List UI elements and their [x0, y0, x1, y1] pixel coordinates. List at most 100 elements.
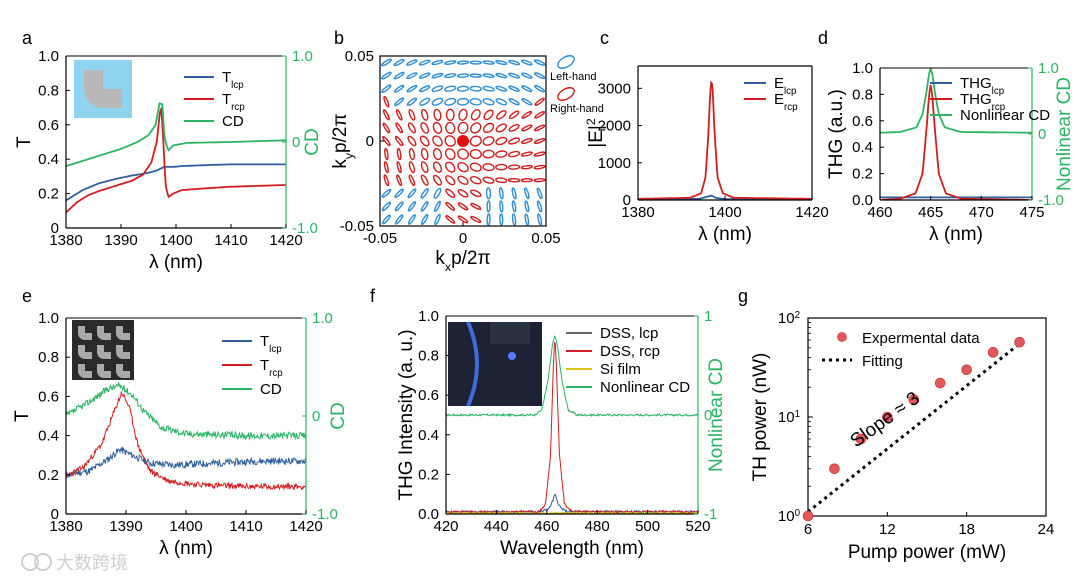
polarization-ellipse [419, 85, 431, 93]
y-tick-label: 0.6 [852, 113, 873, 130]
y-tick-label: 0.6 [418, 387, 439, 404]
y-axis-label: |E|2 [584, 118, 607, 148]
polarization-ellipse [445, 188, 456, 199]
inset-unit-shape [78, 326, 92, 340]
polarization-ellipse [507, 164, 521, 170]
polarization-ellipse [536, 187, 543, 200]
legend-label-main: E [774, 91, 784, 108]
polarization-ellipse [533, 124, 546, 132]
inset-array-image [72, 320, 134, 380]
legend-label: Nonlinear CD [960, 107, 1050, 124]
y-tick-label: 0.2 [38, 186, 59, 203]
polarization-ellipse [508, 85, 520, 92]
polarization-ellipse [394, 201, 404, 212]
series-group [638, 80, 812, 200]
polarization-ellipse [469, 98, 482, 106]
axes: 1380 1390 1400 1410 1420 0 0.2 0.4 0.6 0.8 1.0 -1.0… [12, 310, 349, 559]
y-axis-label: kyp/2π [330, 113, 356, 168]
watermark-logo-icon [21, 553, 39, 571]
axes: 420 440 460 480 500 520 0.0 0.2 0.4 0.6 0.8 1.0 -1 0 1… [396, 308, 727, 559]
polarization-ellipse [432, 174, 443, 186]
polarization-ellipse [470, 202, 482, 210]
legend-label-sub: lcp [231, 80, 244, 91]
legend-label-main: DSS, lcp [600, 325, 658, 342]
polarization-ellipse [508, 98, 520, 106]
polarization-ellipse [498, 187, 504, 200]
legend-label-main: CD [260, 381, 282, 398]
polarization-ellipse [406, 97, 418, 106]
polarization-ellipse [533, 138, 546, 144]
x-tick-label: 1400 [169, 518, 202, 535]
polarization-ellipse [420, 122, 430, 134]
polarization-ellipse [508, 72, 520, 79]
y-tick-label: 102 [778, 310, 800, 328]
polarization-ellipse [508, 123, 520, 132]
legend-label-main: T [260, 357, 269, 374]
polarization-ellipse [457, 202, 469, 211]
legend-points-marker [837, 332, 847, 342]
polarization-ellipse [445, 108, 455, 122]
polarization-ellipse [381, 188, 392, 198]
y2-tick-label: 0 [704, 407, 712, 424]
polarization-ellipse [444, 135, 456, 147]
polarization-ellipse [495, 72, 508, 79]
polarization-ellipse [521, 98, 533, 106]
axes: 460 465 470 475 0.0 0.2 0.4 0.6 0.8 1.0 -1.0 0 1.0 λ … [826, 60, 1075, 245]
y2-axis-label: CD [328, 402, 349, 429]
polarization-ellipse [482, 98, 495, 106]
series-line-NonlinearCD [446, 335, 698, 418]
polarization-ellipse [444, 85, 457, 92]
polarization-ellipse [383, 174, 390, 187]
polarization-ellipse [495, 60, 508, 66]
legend-label-sub: rcp [784, 102, 798, 113]
polarization-ellipse [396, 174, 403, 187]
y-tick-label: 0 [623, 192, 631, 209]
polarization-ellipse [533, 72, 546, 80]
x-axis-label: Wavelength (nm) [500, 538, 644, 559]
y2-axis-label: CD [302, 128, 323, 155]
x-tick-label: 1390 [109, 518, 142, 535]
x-tick-label: 12 [879, 521, 896, 538]
polarization-ellipse [482, 85, 495, 92]
x-tick-label: 1420 [269, 232, 302, 249]
panel-label-c: c [600, 28, 609, 48]
data-point [802, 510, 814, 522]
x-tick-label: 24 [1038, 521, 1055, 538]
inset-unit-shape [116, 345, 130, 359]
polarization-ellipse [485, 187, 492, 200]
y-tick-label: 0.4 [38, 151, 59, 168]
polarization-ellipse [508, 110, 520, 120]
polarization-ellipse [381, 71, 392, 80]
x-axis-label: λ (nm) [159, 538, 213, 559]
y-axis-label: T [12, 410, 33, 422]
polarization-ellipse [486, 213, 491, 226]
polarization-ellipse [380, 58, 392, 67]
polarization-ellipse [534, 84, 546, 93]
polarization-ellipse [482, 176, 495, 184]
polarization-ellipse [508, 137, 521, 145]
polarization-ellipse [381, 84, 392, 93]
polarization-ellipse [431, 85, 444, 93]
polarization-ellipse [408, 108, 416, 121]
data-point [882, 411, 893, 423]
inset-unit-shape [116, 326, 130, 340]
y-tick-label: 1.0 [418, 308, 439, 325]
polarization-ellipse [407, 188, 417, 199]
legend-label-sub: rcp [231, 102, 245, 113]
series-line-NonlinearCD [880, 68, 1032, 134]
polarization-ellipse [524, 213, 530, 226]
polarization-ellipse [381, 201, 392, 212]
legend-label-main: Nonlinear CD [600, 379, 690, 396]
polarization-ellipse [432, 148, 443, 161]
polarization-ellipse [456, 85, 470, 92]
inset-unit-shape [78, 364, 92, 378]
legend-label-sub: lcp [992, 86, 1005, 97]
slope-annotation: Slope ≈ 3 [847, 388, 924, 452]
data-point [908, 394, 920, 405]
y-axis-label: THG (a.u.) [826, 89, 847, 179]
y2-tick-label: 0 [1038, 126, 1046, 143]
y-tick-label-sup: 1 [795, 409, 800, 420]
